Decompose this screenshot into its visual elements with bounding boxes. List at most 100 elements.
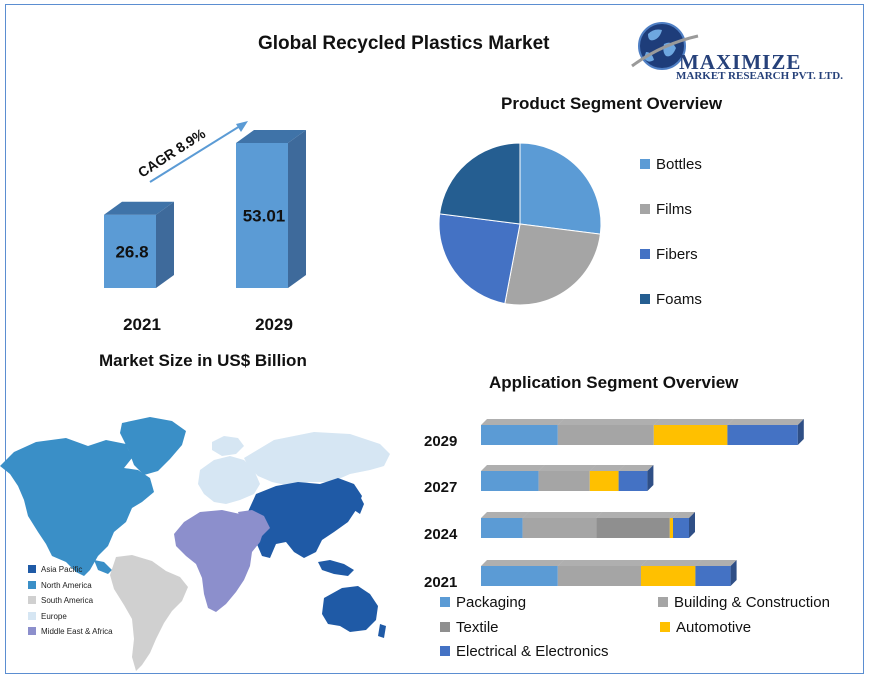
stack-segment-top [641,560,702,566]
legend-swatch [440,597,450,607]
stack-segment [557,425,654,445]
stack-segment [538,471,590,491]
stack-segment-top [695,560,737,566]
legend-label: South America [41,596,94,605]
logo-name: MAXIMIZE [679,50,802,74]
stack-segment [695,566,731,586]
pie-legend-item: Bottles [640,156,702,173]
legend-swatch [28,596,36,604]
map-legend-item: Middle East & Africa [28,627,113,636]
pie-slice-foams [439,142,521,225]
legend-swatch [640,294,650,304]
stack-segment-top [522,512,603,518]
stack-segment-top [481,465,545,471]
legend-swatch [658,597,668,607]
legend-label: Europe [41,611,67,621]
stack-segment [481,425,558,445]
stack-segment [589,471,619,491]
market-size-label: Market Size in US$ Billion [99,351,307,370]
application-legend-item: Packaging [440,594,526,611]
stack-year-label: 2024 [424,526,458,543]
bar-top-2029 [236,130,306,143]
infographic-frame [5,4,864,674]
logo-subtitle: MARKET RESEARCH PVT. LTD. [676,70,843,82]
pie-slice-fibers [438,213,521,305]
middle-east-africa-shape [174,510,264,612]
stack-segment-top [673,512,695,518]
legend-swatch [640,159,650,169]
stack-bar-end [647,465,654,491]
bar-2021 [104,214,156,288]
legend-label: Bottles [656,156,702,173]
bar-category-label: 2021 [123,315,161,334]
map-legend-item: South America [28,596,93,605]
stack-segment [481,518,523,538]
map-legend-item: North America [28,580,92,590]
legend-swatch [440,646,450,656]
legend-swatch [640,249,650,259]
application-legend-item: Electrical & Electronics [440,643,609,660]
legend-label: Automotive [676,619,752,636]
stack-segment [618,471,648,491]
legend-swatch [28,611,36,620]
stack-segment-top [669,512,679,518]
legend-label: North America [41,580,92,590]
pie-legend-item: Foams [640,291,702,308]
bar-value-label: 26.8 [115,242,148,261]
stack-segment [727,425,798,445]
greenland-shape [120,417,186,475]
south-america-shape [110,555,188,671]
legend-label: Fibers [656,246,698,263]
pie-legend-item: Fibers [640,246,698,263]
legend-label: Building & Construction [674,594,830,611]
cagr-arrow-line [149,125,241,183]
stack-segment [641,566,696,586]
application-legend-item: Textile [440,619,499,636]
stack-segment [669,518,673,538]
legend-label: Middle East & Africa [41,627,113,636]
stack-segment-top [481,560,564,566]
stack-segment-top [727,419,804,425]
stack-segment [673,518,689,538]
stack-segment-top [481,512,529,518]
stack-segment [481,566,558,586]
stack-segment-top [618,465,654,471]
stack-segment-top [538,465,596,471]
stack-segment-top [481,419,564,425]
legend-label: Foams [656,291,702,308]
main-title: Global Recycled Plastics Market [258,33,550,54]
stack-segment [653,425,728,445]
europe-shape [198,456,260,504]
bar-side-2029 [288,130,306,288]
pie-slice-films [504,223,601,306]
legend-swatch [440,622,450,632]
stack-segment-top [589,465,625,471]
stack-segment [522,518,597,538]
application-legend-item: Building & Construction [658,594,830,611]
stack-year-label: 2027 [424,479,457,496]
legend-swatch [28,580,36,589]
legend-label: Packaging [456,594,527,611]
stack-segment-top [596,512,676,518]
stack-bar-end [730,560,737,586]
bar-side-2021 [156,201,174,288]
bar-top-2021 [104,201,174,215]
legend-label: Electrical & Electronics [456,643,609,660]
legend-swatch [660,622,670,632]
stack-segment-top [557,419,660,425]
product-segment-title: Product Segment Overview [501,94,723,113]
stack-bar-end [689,512,695,538]
asia-pacific-shape [246,478,362,558]
stack-year-label: 2029 [424,433,457,450]
map-legend-item: Europe [28,611,67,621]
pie-slice-bottles [519,142,602,235]
legend-label: Textile [456,619,499,636]
stack-segment-top [653,419,734,425]
application-legend-item: Automotive [660,619,751,636]
stack-segment [481,471,539,491]
stack-segment [557,566,641,586]
